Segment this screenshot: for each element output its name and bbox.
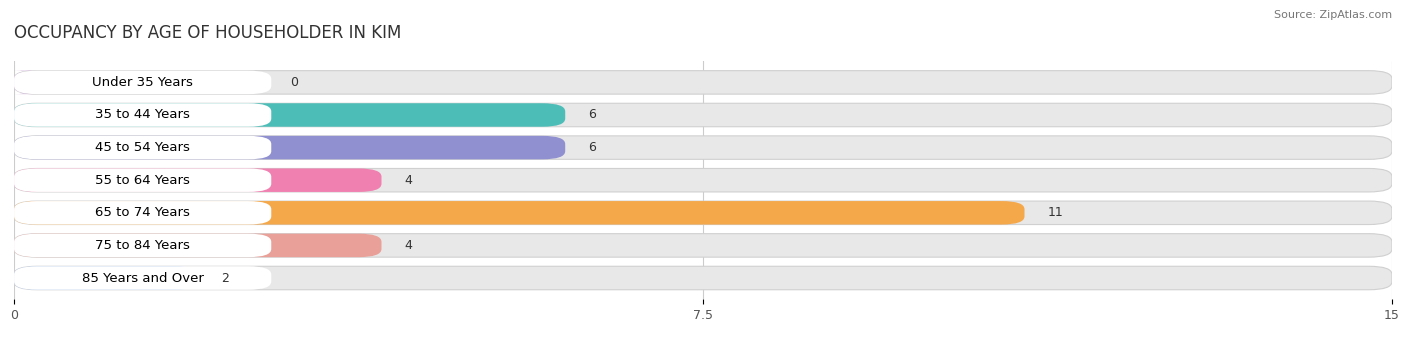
Text: 2: 2: [221, 272, 229, 285]
FancyBboxPatch shape: [14, 201, 1392, 224]
Text: OCCUPANCY BY AGE OF HOUSEHOLDER IN KIM: OCCUPANCY BY AGE OF HOUSEHOLDER IN KIM: [14, 24, 402, 42]
Text: 6: 6: [588, 108, 596, 121]
Text: 45 to 54 Years: 45 to 54 Years: [96, 141, 190, 154]
FancyBboxPatch shape: [14, 266, 198, 290]
Text: 4: 4: [405, 239, 412, 252]
FancyBboxPatch shape: [14, 234, 381, 257]
FancyBboxPatch shape: [14, 136, 271, 159]
Text: 85 Years and Over: 85 Years and Over: [82, 272, 204, 285]
FancyBboxPatch shape: [14, 71, 271, 94]
Text: 6: 6: [588, 141, 596, 154]
Text: 75 to 84 Years: 75 to 84 Years: [96, 239, 190, 252]
FancyBboxPatch shape: [14, 266, 1392, 290]
Text: Under 35 Years: Under 35 Years: [93, 76, 193, 89]
FancyBboxPatch shape: [14, 168, 271, 192]
FancyBboxPatch shape: [14, 136, 565, 159]
Text: Source: ZipAtlas.com: Source: ZipAtlas.com: [1274, 10, 1392, 20]
FancyBboxPatch shape: [14, 136, 1392, 159]
FancyBboxPatch shape: [14, 234, 271, 257]
Text: 4: 4: [405, 174, 412, 187]
FancyBboxPatch shape: [14, 234, 1392, 257]
FancyBboxPatch shape: [14, 201, 271, 224]
FancyBboxPatch shape: [14, 103, 1392, 127]
Text: 35 to 44 Years: 35 to 44 Years: [96, 108, 190, 121]
FancyBboxPatch shape: [14, 71, 1392, 94]
FancyBboxPatch shape: [14, 71, 37, 94]
FancyBboxPatch shape: [14, 168, 1392, 192]
FancyBboxPatch shape: [14, 103, 271, 127]
FancyBboxPatch shape: [14, 168, 381, 192]
FancyBboxPatch shape: [14, 103, 565, 127]
Text: 11: 11: [1047, 206, 1063, 219]
Text: 65 to 74 Years: 65 to 74 Years: [96, 206, 190, 219]
FancyBboxPatch shape: [14, 266, 271, 290]
FancyBboxPatch shape: [14, 201, 1025, 224]
Text: 0: 0: [290, 76, 298, 89]
Text: 55 to 64 Years: 55 to 64 Years: [96, 174, 190, 187]
